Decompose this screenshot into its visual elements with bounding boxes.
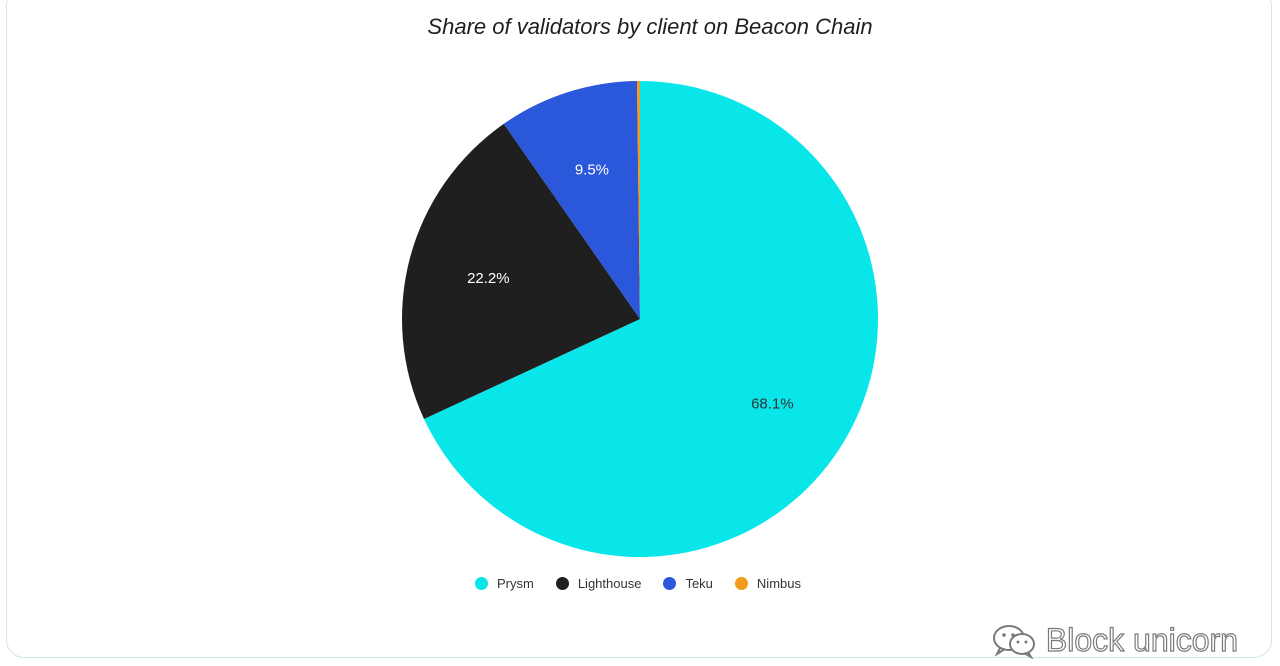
pie-slice-nimbus <box>637 81 640 319</box>
legend-item-prysm: Prysm <box>474 576 534 591</box>
legend-label: Teku <box>685 576 713 591</box>
legend-swatch <box>474 577 488 590</box>
legend-item-lighthouse: Lighthouse <box>555 576 642 591</box>
watermark-text: Block unicorn <box>1045 621 1238 658</box>
legend-swatch <box>663 577 677 590</box>
chart-legend: Prysm Lighthouse Teku Nimbus <box>0 576 1280 591</box>
pie-slice-prysm <box>424 81 878 557</box>
legend-swatch <box>555 577 569 590</box>
legend-swatch <box>734 577 748 590</box>
legend-item-teku: Teku <box>663 576 713 591</box>
chart-title: Share of validators by client on Beacon … <box>427 14 873 39</box>
legend-label: Nimbus <box>756 576 801 591</box>
pie-label-prysm: 68.1% <box>751 396 794 413</box>
legend-label: Lighthouse <box>577 576 642 591</box>
pie-label-lighthouse: 22.2% <box>467 270 510 287</box>
pie-slice-teku <box>503 81 640 319</box>
wechat-icon <box>992 624 1035 659</box>
legend-item-nimbus: Nimbus <box>734 576 801 591</box>
pie-slice-lighthouse <box>401 123 640 419</box>
pie-label-teku: 9.5% <box>575 161 609 178</box>
legend-label: Prysm <box>496 576 534 591</box>
watermark: Block unicorn <box>990 621 1239 659</box>
